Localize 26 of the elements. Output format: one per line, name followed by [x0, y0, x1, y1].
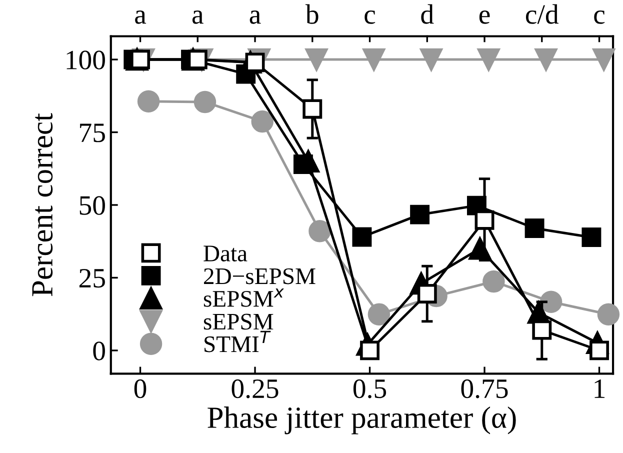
y-tick-label: 0 [93, 342, 105, 360]
annotation: c [594, 10, 605, 24]
x-tick-label: 0 [134, 379, 146, 398]
x-tick-label: 1 [594, 380, 605, 398]
x-axis-title: Phase jitter parameter (α) [208, 406, 516, 434]
y-tick-label: 75 [80, 124, 105, 142]
annotation: a [135, 10, 146, 24]
legend-label: sEPSM [204, 314, 274, 330]
annotation: c [364, 10, 376, 24]
y-tick-label: 25 [79, 268, 105, 288]
annotation: c/d [526, 4, 559, 24]
legend-label: 2D−sEPSM [204, 268, 316, 284]
x-tick-label: 0.25 [232, 379, 278, 398]
annotation: d [421, 4, 434, 24]
x-tick-label: 0.5 [353, 379, 386, 398]
annotation: e [479, 10, 490, 24]
annotation: b [305, 4, 318, 24]
annotation: a [250, 10, 261, 24]
legend-label: sEPSM$^{x}$ [204, 288, 284, 307]
y-axis-title: Percent correct [32, 113, 53, 296]
legend-label: Data [204, 246, 248, 262]
y-tick-label: 100 [66, 50, 105, 70]
annotation: a [192, 10, 204, 24]
legend-label: STMI$^{T}$ [204, 330, 271, 352]
x-tick-label: 0.75 [461, 379, 508, 398]
y-tick-label: 50 [80, 196, 105, 215]
